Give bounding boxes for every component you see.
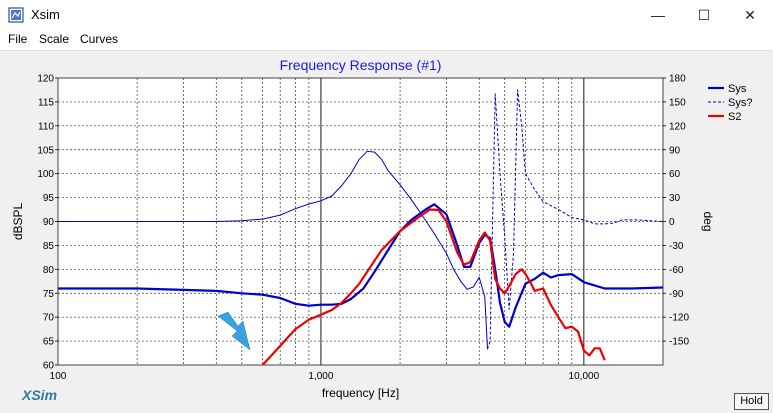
- y-tick-label-left: 90: [43, 217, 55, 228]
- x-tick-label: 100: [50, 371, 67, 382]
- x-tick-label: 1,000: [308, 371, 333, 382]
- y-tick-label-right: 30: [669, 193, 681, 204]
- y-tick-label-left: 65: [43, 337, 55, 348]
- y-tick-label-right: 0: [669, 217, 675, 228]
- y-tick-label-right: -150: [669, 337, 689, 348]
- legend-label: Sys: [728, 83, 747, 95]
- series-sys-phase-line: [58, 150, 488, 350]
- maximize-button[interactable]: ☐: [681, 0, 727, 30]
- y-tick-label-left: 115: [38, 97, 54, 108]
- y-tick-label-left: 100: [37, 169, 54, 180]
- y-tick-label-left: 75: [43, 289, 55, 300]
- x-axis-label: frequency [Hz]: [322, 386, 399, 400]
- y-tick-label-left: 105: [37, 145, 54, 156]
- menu-scale[interactable]: Scale: [39, 32, 70, 46]
- y-tick-label-right: -60: [669, 265, 684, 276]
- series-sys-line: [487, 89, 663, 350]
- y-tick-label-left: 120: [37, 74, 54, 85]
- y-tick-label-right: -30: [669, 241, 684, 252]
- title-bar: Xsim — ☐ ✕: [0, 0, 773, 30]
- y-tick-label-right: 60: [669, 169, 681, 180]
- y-axis-label-left: dBSPL: [11, 202, 25, 240]
- menu-bar: File Scale Curves: [0, 30, 773, 50]
- menu-file[interactable]: File: [8, 32, 28, 46]
- series-sys-line: [58, 203, 663, 328]
- y-tick-label-left: 70: [43, 313, 55, 324]
- y-tick-label-right: 90: [669, 145, 681, 156]
- y-tick-label-left: 85: [43, 241, 55, 252]
- y-tick-label-left: 110: [38, 121, 54, 132]
- chart-title: Frequency Response (#1): [280, 57, 442, 73]
- y-tick-label-left: 80: [43, 265, 55, 276]
- pointer-arrow-icon: [217, 311, 251, 351]
- minimize-icon: —: [651, 7, 665, 23]
- y-tick-label-right: -120: [669, 313, 689, 324]
- window-title: Xsim: [31, 7, 60, 22]
- minimize-button[interactable]: —: [635, 0, 681, 30]
- frequency-response-chart: 60 65 70 75 80 85 90 95 100 105 110 115 120 -150 -120 -…: [11, 57, 752, 400]
- x-tick-label: 10,000: [569, 371, 600, 382]
- series-s2-line: [261, 208, 606, 365]
- close-button[interactable]: ✕: [727, 0, 773, 30]
- y-tick-label-right: 150: [669, 97, 686, 108]
- hold-button[interactable]: Hold: [734, 393, 769, 410]
- y-tick-label-left: 60: [43, 361, 55, 372]
- menu-curves[interactable]: Curves: [80, 32, 119, 46]
- legend-label: S2: [728, 111, 741, 123]
- legend-label: Sys?: [728, 97, 752, 109]
- y-axis-label-right: deg: [701, 211, 715, 231]
- app-icon: [8, 7, 24, 23]
- close-icon: ✕: [744, 6, 756, 23]
- xsim-logo: XSim: [22, 387, 58, 403]
- y-tick-label-right: -90: [669, 289, 684, 300]
- y-tick-label-right: 180: [669, 74, 686, 85]
- y-tick-label-right: 120: [669, 121, 686, 132]
- maximize-icon: ☐: [697, 6, 711, 23]
- y-tick-label-left: 95: [43, 193, 55, 204]
